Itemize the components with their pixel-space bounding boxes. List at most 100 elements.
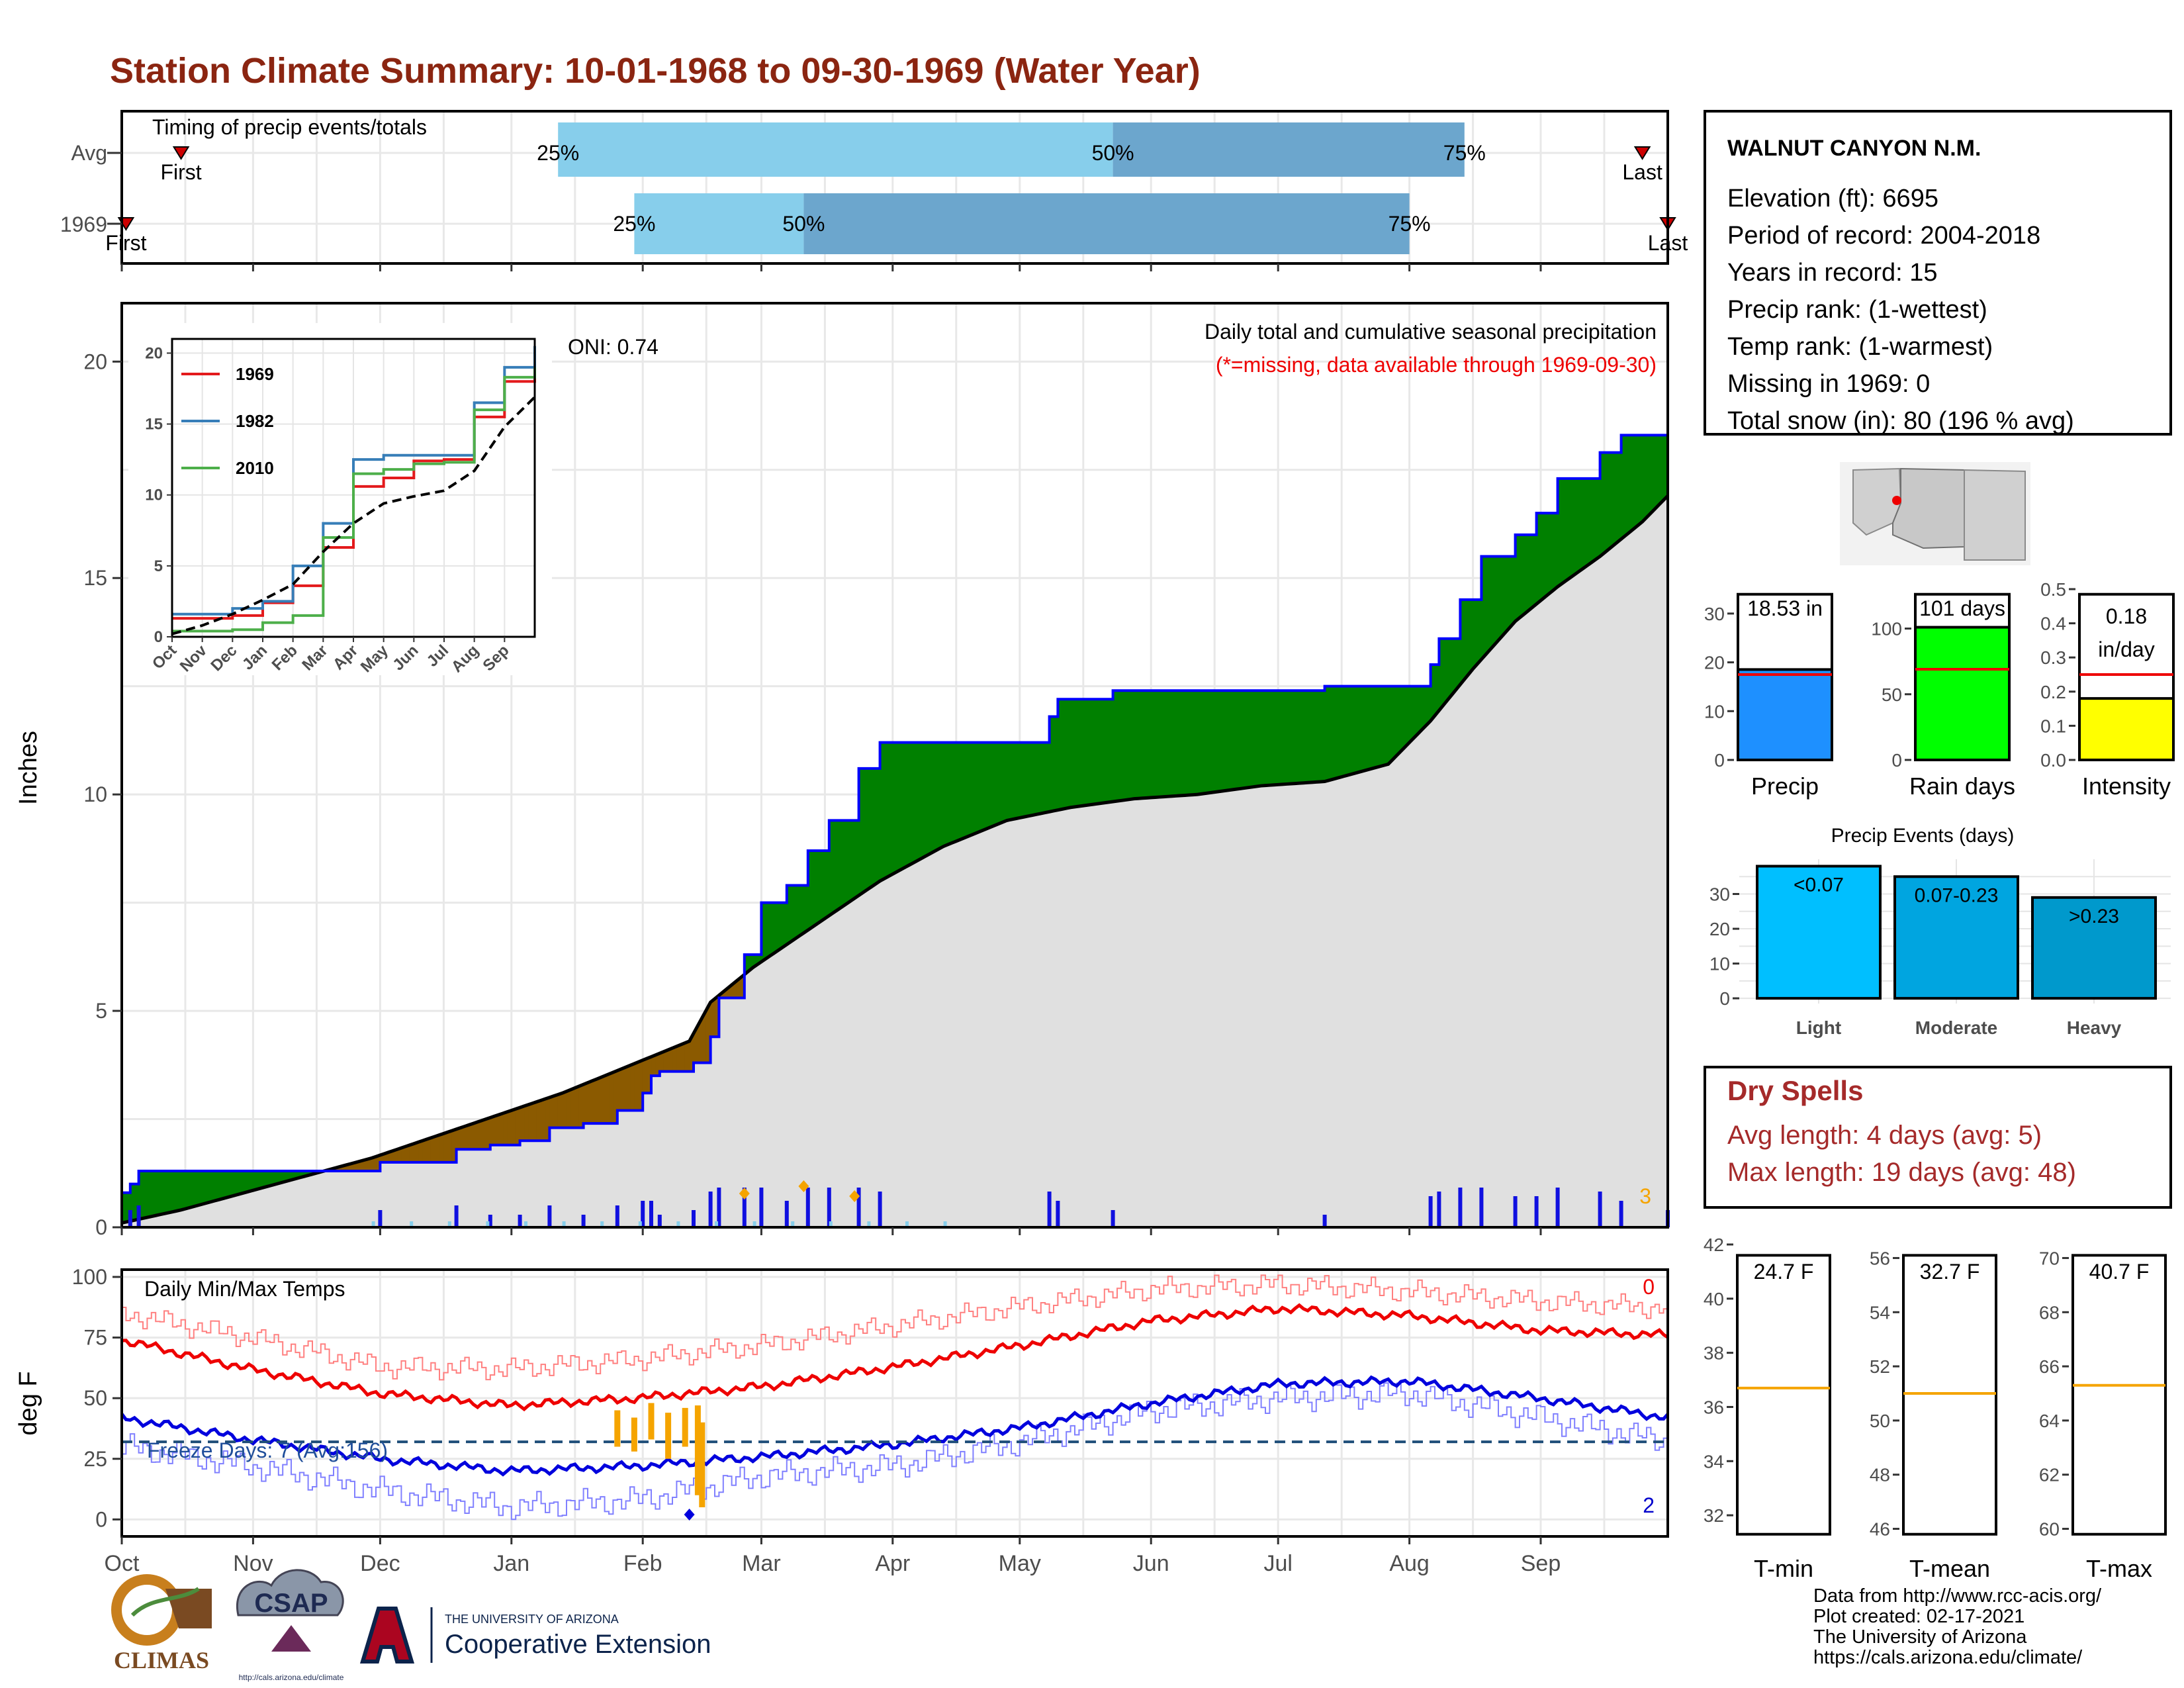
footer-line-3: The University of Arizona — [1813, 1626, 2027, 1648]
below-average-segment — [498, 1113, 504, 1146]
inset-legend-label: 1982 — [236, 411, 274, 431]
above-average-segment — [846, 820, 851, 905]
above-average-segment — [769, 902, 774, 957]
above-average-segment — [1252, 690, 1257, 788]
trace-precip-bar — [752, 1221, 756, 1227]
above-average-segment — [1180, 690, 1185, 796]
daily-max-1969-line — [122, 1274, 1668, 1381]
above-average-segment — [896, 742, 901, 872]
above-average-segment — [248, 1170, 253, 1192]
daily-precip-bar — [518, 1215, 522, 1227]
above-average-segment — [1375, 686, 1381, 768]
timing-q75-label: 75% — [1443, 141, 1486, 165]
above-average-segment — [253, 1170, 258, 1191]
above-average-segment — [1422, 686, 1427, 730]
above-average-segment — [1646, 435, 1651, 518]
precip-y-tick-label: 20 — [83, 350, 107, 373]
below-average-segment — [570, 1088, 576, 1128]
average-cumulative-line — [121, 494, 1669, 1225]
below-average-segment — [600, 1075, 605, 1124]
daily-precip-bar — [805, 1188, 810, 1227]
temps-label: Daily Min/Max Temps — [144, 1277, 345, 1301]
above-average-segment — [960, 742, 965, 840]
daily-precip-bar — [488, 1215, 492, 1227]
timing-bar-q50-q75 — [803, 193, 1410, 254]
summary-bar-tick-label: 20 — [1704, 653, 1725, 673]
csap-logo-mountain — [271, 1625, 311, 1652]
temp-summary-tick-label: 62 — [2039, 1465, 2060, 1485]
daily-precip-bar — [784, 1201, 789, 1227]
daily-precip-bar — [378, 1210, 383, 1227]
temps-y-ticks: 0 25 50 75 100 — [72, 1265, 122, 1531]
above-average-segment — [1320, 690, 1325, 782]
above-average-segment — [1244, 690, 1249, 788]
above-average-segment — [1142, 690, 1148, 799]
footer-line-1: Data from http://www.rcc-acis.org/ — [1813, 1585, 2102, 1607]
dry-spells-title: Dry Spells — [1727, 1075, 1863, 1106]
below-average-segment — [596, 1077, 601, 1124]
above-average-segment — [1240, 690, 1245, 789]
above-average-segment — [1549, 512, 1554, 594]
above-average-segment — [1591, 478, 1596, 563]
precip-event-bar — [1756, 865, 1882, 1000]
above-average-segment — [981, 742, 986, 831]
month-label: Aug — [1389, 1551, 1430, 1576]
trace-precip-bar — [905, 1221, 909, 1227]
below-average-segment — [447, 1130, 453, 1163]
above-average-segment — [1578, 478, 1584, 572]
above-average-segment — [1100, 698, 1105, 804]
below-average-segment — [574, 1086, 580, 1128]
daily-precip-bar — [827, 1188, 831, 1227]
above-average-segment — [1540, 512, 1545, 601]
above-average-segment — [1291, 690, 1296, 784]
temp-summary-tick-label: 38 — [1704, 1343, 1724, 1364]
footer-line-4: https://cals.arizona.edu/climate/ — [1813, 1647, 2083, 1668]
inset-line-1969 — [172, 374, 536, 620]
above-average-segment — [1464, 599, 1469, 680]
above-average-segment — [1273, 690, 1279, 786]
above-average-segment — [1328, 686, 1334, 781]
summary-bar-value-unit: in/day — [2098, 637, 2154, 661]
inset-legend-label: 2010 — [236, 458, 274, 478]
daily-precip-bar — [615, 1205, 619, 1227]
above-average-segment — [1409, 686, 1414, 743]
temp-summary-tick-label: 52 — [1870, 1356, 1890, 1377]
above-average-segment — [257, 1170, 262, 1190]
below-average-segment — [502, 1111, 508, 1146]
timing-q50-label: 50% — [1092, 141, 1134, 165]
average-min-line — [120, 1375, 1669, 1477]
below-average-segment — [507, 1110, 512, 1146]
daily-precip-bar — [717, 1188, 721, 1227]
temp-summary-tick-label: 42 — [1704, 1235, 1724, 1255]
station-snow: Total snow (in): 80 (196 % avg) — [1727, 407, 2074, 435]
current-cumulative-line — [122, 426, 1669, 1194]
above-average-segment — [1163, 690, 1169, 797]
daily-precip-bar — [1322, 1215, 1327, 1227]
daily-precip-bar — [649, 1201, 653, 1227]
daily-precip-bar — [136, 1205, 141, 1227]
locator-map — [1840, 462, 2030, 565]
timing-bar-q25-q50 — [558, 122, 1113, 177]
above-average-segment — [163, 1170, 169, 1214]
above-average-segment — [1341, 686, 1346, 777]
above-average-segment — [1087, 698, 1092, 806]
above-average-segment — [236, 1170, 241, 1196]
above-average-segment — [1007, 742, 1012, 821]
summary-bar-label: Rain days — [1909, 773, 2015, 800]
timing-q50-label: 50% — [782, 212, 825, 236]
above-average-segment — [973, 742, 978, 835]
daily-precip-bar — [742, 1188, 747, 1227]
daily-precip-bar — [1056, 1201, 1060, 1227]
precip-event-value-label: >0.23 — [2069, 906, 2119, 927]
above-average-segment — [155, 1170, 160, 1216]
above-average-segment — [1023, 742, 1028, 818]
above-average-segment — [1333, 686, 1338, 780]
above-average-segment — [1524, 534, 1529, 615]
above-average-segment — [1129, 690, 1134, 800]
above-average-segment — [1011, 742, 1016, 820]
temps-lines — [120, 1274, 1669, 1521]
summary-bar-tick-label: 100 — [1871, 619, 1902, 639]
station-missing: Missing in 1969: 0 — [1727, 370, 1930, 398]
above-average-segment — [985, 742, 991, 829]
